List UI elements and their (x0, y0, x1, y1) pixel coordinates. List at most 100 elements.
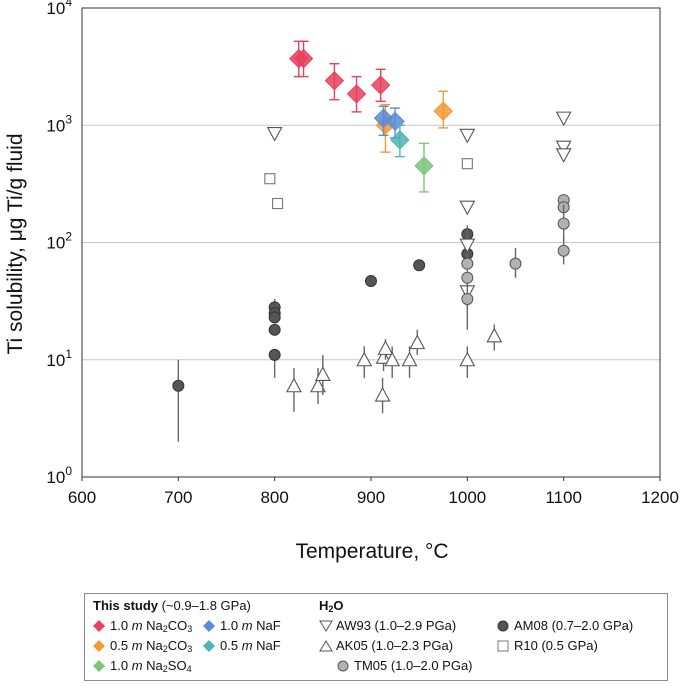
legend-item-na2so4: 1.0 m Na2SO4 (93, 658, 192, 674)
legend-item-aw93: AW93 (1.0–2.9 PGa) (319, 618, 456, 633)
legend-h2o-tail: O (333, 598, 344, 613)
data-point-diamond (324, 70, 345, 91)
x-tick-label: 800 (260, 488, 288, 507)
data-point-triangle-up (377, 340, 394, 355)
data-point-diamond (346, 84, 367, 104)
data-point-triangle-up (375, 349, 392, 364)
data-point-circle (268, 348, 281, 361)
legend-text: SO (167, 658, 187, 673)
legend-text: 2 (162, 664, 168, 674)
legend-text: NaF (252, 618, 281, 633)
legend-this-study-note: (~0.9–1.8 GPa) (161, 598, 251, 613)
legend-text: 4 (186, 664, 192, 674)
legend-h2o-head: H (319, 598, 329, 613)
legend-item-tm05: TM05 (1.0–2.0 PGa) (337, 658, 473, 673)
data-point-triangle-down (555, 148, 572, 163)
data-point-circle (461, 271, 474, 284)
legend-item-naf-1: 1.0 m NaF (203, 618, 281, 633)
legend-text: 3 (187, 644, 193, 654)
legend-text: 0.5 (110, 638, 132, 653)
legend-this-study-head: This study (93, 598, 159, 613)
data-point-triangle-down (459, 200, 476, 216)
data-point-triangle-up (286, 377, 302, 393)
circle-icon (497, 620, 509, 632)
data-point-diamond (433, 101, 453, 121)
data-point-diamond (385, 111, 405, 132)
data-point-circle (268, 323, 281, 336)
data-point-triangle-down (459, 238, 476, 254)
data-point-triangle-up (356, 351, 373, 367)
y-tick-label: 100 (46, 464, 72, 487)
legend-text: m (131, 638, 143, 653)
legend-text: 3 (187, 624, 193, 634)
legend-text: CO (167, 638, 188, 653)
data-point-circle (461, 257, 474, 270)
legend-text: m (241, 638, 253, 653)
legend-item-ak05: AK05 (1.0–2.3 PGa) (319, 638, 453, 653)
legend-text: 2 (162, 624, 168, 634)
diamond-icon (93, 620, 105, 632)
legend-text: m (241, 618, 253, 633)
legend-text: Na (142, 638, 163, 653)
legend-item-naf-05: 0.5 m NaF (203, 638, 281, 653)
data-point-square (264, 173, 276, 185)
triangle-down-icon (319, 620, 333, 632)
legend-text: 2 (162, 644, 168, 654)
data-point-square (272, 197, 284, 210)
legend-text: 0.5 (220, 638, 242, 653)
data-point-triangle-up (384, 351, 401, 367)
diamond-icon (93, 640, 105, 652)
y-tick-label: 104 (46, 0, 72, 18)
data-point-diamond (414, 156, 434, 176)
legend-text: R10 (0.5 GPa) (514, 638, 598, 653)
data-point-triangle-up (310, 377, 326, 393)
legend-h2o-title: H2O (319, 598, 344, 614)
legend-text: NaF (252, 638, 281, 653)
data-point-triangle-down (555, 140, 572, 156)
data-point-triangle-down (266, 126, 283, 142)
legend-item-na2co3-1: 1.0 m Na2CO3 (93, 618, 192, 634)
data-point-triangle-up (486, 327, 503, 343)
x-axis-label: Temperature, °C (295, 540, 448, 563)
grid-lines (82, 124, 660, 361)
legend-text: CO (167, 618, 188, 633)
legend-text: 1.0 (110, 618, 132, 633)
y-tick-label: 102 (46, 230, 72, 253)
data-point-circle (461, 292, 474, 305)
x-tick-label: 600 (68, 488, 96, 507)
diamond-icon (93, 660, 105, 672)
data-point-triangle-down (555, 111, 572, 127)
data-point-diamond (293, 48, 314, 69)
legend-text: m (131, 658, 143, 673)
x-tick-label: 1100 (545, 488, 582, 507)
axis-ticks: 100 101 102 103 104 600 700 800 900 1000 1100 1200 (46, 0, 679, 507)
triangle-up-icon (319, 639, 333, 652)
data-point-triangle-up (314, 366, 331, 381)
data-point-triangle-up (409, 334, 426, 350)
legend-item-na2co3-05: 0.5 m Na2CO3 (93, 638, 192, 654)
data-point-circle (268, 311, 281, 324)
diamond-icon (203, 639, 215, 652)
legend-text: TM05 (1.0–2.0 PGa) (354, 658, 473, 673)
data-point-circle (413, 259, 426, 272)
data-point-diamond (390, 130, 410, 150)
legend-text: AW93 (1.0–2.9 PGa) (336, 618, 457, 633)
legend-this-study-title: This study (~0.9–1.8 GPa) (93, 598, 251, 613)
x-tick-label: 1200 (641, 488, 679, 507)
data-point-triangle-up (374, 386, 391, 402)
diamond-icon (203, 619, 215, 632)
data-marks (172, 40, 572, 442)
legend: This study (~0.9–1.8 GPa) H2O 1.0 m Na2C… (84, 593, 668, 681)
data-point-diamond (370, 75, 391, 95)
legend-text: Na (142, 658, 163, 673)
legend-item-am08: AM08 (0.7–2.0 GPa) (497, 618, 633, 633)
data-point-circle (172, 379, 185, 392)
data-point-square (461, 158, 473, 170)
square-icon (497, 640, 509, 652)
x-tick-label: 900 (357, 488, 385, 507)
x-tick-label: 700 (164, 488, 192, 507)
legend-text: Na (142, 618, 163, 633)
circle-icon (337, 660, 349, 672)
y-axis-label: Ti solubility, μg Ti/g fluid (4, 133, 27, 354)
